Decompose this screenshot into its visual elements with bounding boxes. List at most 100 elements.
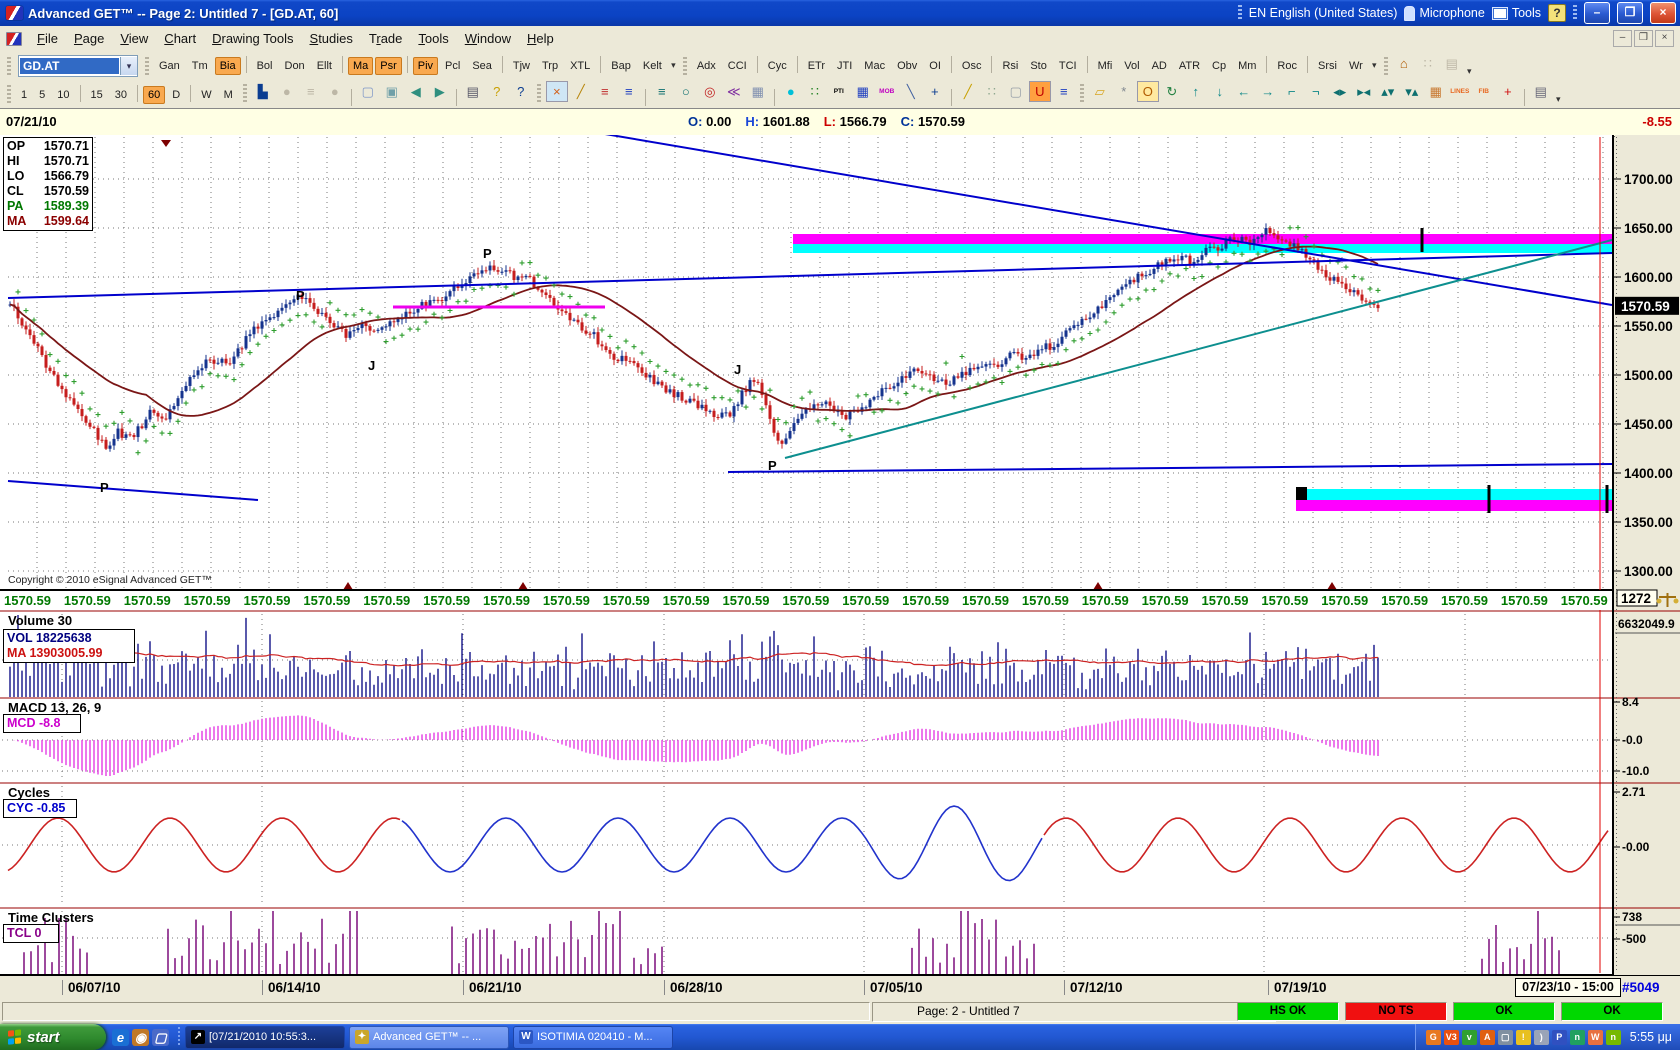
compress-vertical-icon[interactable]: ▴▾: [1381, 84, 1395, 99]
toolbar-handle[interactable]: [1383, 56, 1388, 75]
scroll-down-icon[interactable]: ↓: [1216, 84, 1224, 99]
gann-fan-icon[interactable]: ≪: [726, 84, 741, 99]
menu-page[interactable]: Page: [73, 31, 105, 46]
toolbar-handle[interactable]: [1079, 84, 1084, 102]
save-page-icon[interactable]: ▣: [385, 84, 398, 99]
study-bia[interactable]: Bia: [214, 57, 241, 75]
study-ma[interactable]: Ma: [347, 57, 374, 75]
time-cycle-icon[interactable]: ○: [681, 84, 690, 99]
timeframe-15[interactable]: 15: [90, 88, 103, 101]
studies-overflow-1[interactable]: ▾: [671, 60, 676, 70]
toolbar-handle[interactable]: [536, 84, 541, 102]
study-bap[interactable]: Bap: [611, 60, 631, 72]
mdi-close-button[interactable]: ×: [1655, 30, 1674, 47]
scroll-right-icon[interactable]: →: [1261, 84, 1275, 99]
overlay-study-icon[interactable]: O: [1136, 81, 1159, 102]
mdi-minimize-button[interactable]: –: [1613, 30, 1632, 47]
menu-window[interactable]: Window: [464, 31, 512, 46]
quicklaunch-media-icon[interactable]: ◉: [132, 1028, 149, 1046]
study-psr[interactable]: Psr: [375, 57, 402, 75]
mob-icon[interactable]: MOB: [879, 88, 895, 95]
study-list-icon[interactable]: ≡: [306, 84, 315, 99]
study-rsi[interactable]: Rsi: [1002, 60, 1019, 72]
study-cp[interactable]: Cp: [1212, 60, 1227, 72]
expand-vertical-icon[interactable]: ▾▴: [1405, 84, 1419, 99]
restore-button[interactable]: ❒: [1617, 2, 1643, 24]
tray-security-shield-icon[interactable]: !: [1515, 1029, 1531, 1045]
study-sea[interactable]: Sea: [472, 60, 492, 72]
study-vol[interactable]: Vol: [1124, 60, 1140, 72]
tray-office-icon[interactable]: W: [1587, 1029, 1603, 1045]
study-kelt[interactable]: Kelt: [642, 60, 662, 72]
tray-ahnlab-icon[interactable]: A: [1479, 1029, 1495, 1045]
study-bol[interactable]: Bol: [256, 60, 273, 72]
timeframe-30[interactable]: 30: [114, 88, 127, 101]
align-tool-icon[interactable]: ≡: [1059, 84, 1068, 99]
grid-toggle-icon[interactable]: ▦: [1429, 84, 1442, 99]
study-roc[interactable]: Roc: [1277, 60, 1297, 72]
tray-nvidia-icon[interactable]: n: [1605, 1029, 1621, 1045]
study-xtl[interactable]: XTL: [570, 60, 591, 72]
timeframe-m[interactable]: M: [223, 88, 233, 101]
minimize-button[interactable]: –: [1584, 2, 1610, 24]
microphone-button[interactable]: Microphone: [1404, 5, 1485, 21]
language-tools-button[interactable]: Tools: [1491, 6, 1541, 20]
study-atr[interactable]: ATR: [1178, 60, 1201, 72]
study-tci[interactable]: TCI: [1058, 60, 1077, 72]
help-icon[interactable]: ?: [493, 84, 501, 99]
study-tm[interactable]: Tm: [191, 60, 208, 72]
study-cci[interactable]: CCI: [727, 60, 747, 72]
quicklaunch-desktop-icon[interactable]: ▢: [152, 1028, 169, 1046]
price-chart-svg[interactable]: P P P J J P 1700.00 1650.00 1600.00 1550.00 1500.0…: [0, 135, 1680, 975]
study-srsi[interactable]: Srsi: [1317, 60, 1337, 72]
timeframe-10[interactable]: 10: [57, 88, 70, 101]
toolbar-handle[interactable]: [145, 56, 149, 75]
toolbar-overflow[interactable]: ▾: [1556, 94, 1561, 104]
study-mac[interactable]: Mac: [864, 60, 886, 72]
language-help-icon[interactable]: ?: [1548, 4, 1566, 22]
tray-gom-icon[interactable]: G: [1425, 1029, 1441, 1045]
text-underline-icon[interactable]: U: [1028, 81, 1051, 102]
timeframe-d[interactable]: D: [172, 88, 181, 101]
open-folder-icon[interactable]: ▱: [1094, 84, 1105, 99]
study-cyc[interactable]: Cyc: [767, 60, 787, 72]
color-palette-icon[interactable]: *: [1121, 84, 1127, 99]
menu-drawing-tools[interactable]: Drawing Tools: [212, 31, 294, 46]
study-osc[interactable]: Osc: [961, 60, 982, 72]
freehand-pencil-icon[interactable]: ╱: [963, 84, 972, 99]
new-chart-icon[interactable]: ▢: [361, 84, 374, 99]
study-ad[interactable]: AD: [1151, 60, 1167, 72]
study-ellt[interactable]: Ellt: [316, 60, 332, 72]
horizontal-line-icon[interactable]: ≡: [657, 84, 666, 99]
chart-type-icon[interactable]: ▙: [257, 84, 268, 99]
date-axis[interactable]: 07/23/10 - 15:00 #5049 06/07/10 06/14/10 0…: [0, 975, 1680, 1001]
study-gan[interactable]: Gan: [159, 60, 180, 72]
toolbar-overflow[interactable]: ▾: [1467, 65, 1472, 76]
study-trp[interactable]: Trp: [542, 60, 559, 72]
toolbar-handle[interactable]: [682, 56, 687, 75]
study-jti[interactable]: JTI: [837, 60, 853, 72]
channel-lines-icon[interactable]: ≡: [624, 84, 633, 99]
page-up-icon[interactable]: ⌐: [1287, 84, 1296, 99]
study-mfi[interactable]: Mfi: [1097, 60, 1113, 72]
toolbar-handle[interactable]: [7, 85, 11, 103]
close-button[interactable]: ×: [1650, 2, 1676, 24]
goto-grid-icon[interactable]: ∷: [1423, 55, 1432, 71]
chart-window-icon[interactable]: ▤: [1445, 55, 1458, 71]
refresh-data-icon[interactable]: ↻: [1166, 84, 1178, 99]
symbol-dropdown-icon[interactable]: ▾: [120, 56, 137, 75]
page-down-icon[interactable]: ¬: [1311, 84, 1320, 99]
child-window-icon[interactable]: [6, 31, 22, 46]
study-don[interactable]: Don: [284, 60, 305, 72]
pti-icon[interactable]: PTI: [833, 88, 844, 95]
notes-icon[interactable]: ▤: [1534, 84, 1547, 99]
menu-studies[interactable]: Studies: [309, 31, 353, 46]
start-button[interactable]: start: [0, 1024, 106, 1050]
quicklaunch-ie-icon[interactable]: e: [112, 1028, 129, 1046]
study-adx[interactable]: Adx: [696, 60, 716, 72]
print-icon[interactable]: ▤: [466, 84, 479, 99]
tile-blocks-icon[interactable]: ∷: [987, 84, 996, 99]
tray-updater-icon[interactable]: v: [1461, 1029, 1477, 1045]
menu-view[interactable]: View: [120, 31, 149, 46]
symbol-input[interactable]: GD.AT: [20, 57, 119, 74]
